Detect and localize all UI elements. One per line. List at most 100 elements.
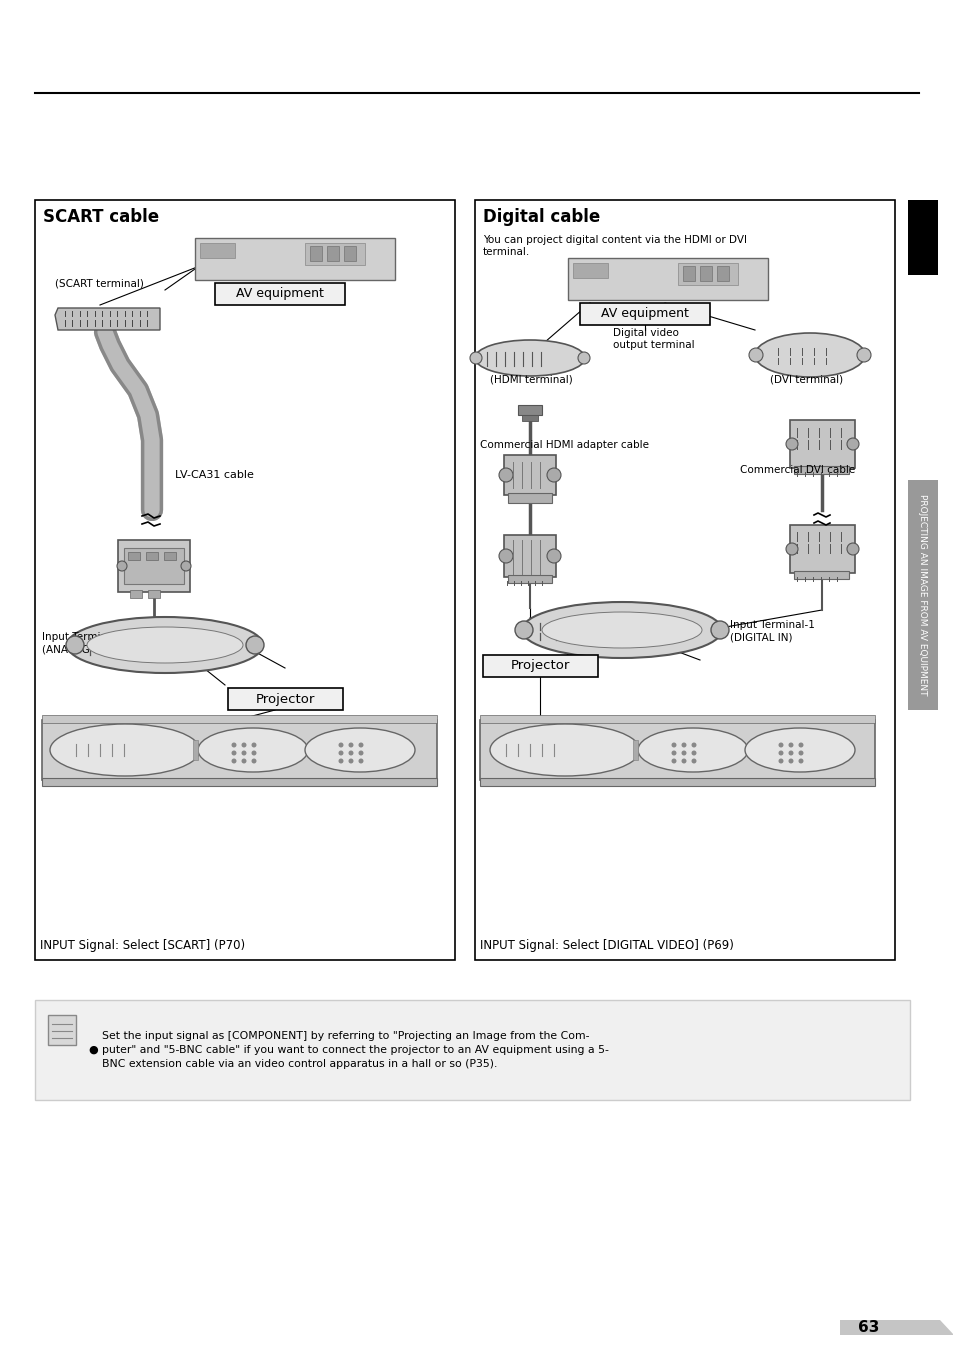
Circle shape bbox=[671, 750, 676, 756]
Ellipse shape bbox=[50, 725, 200, 776]
Bar bbox=[35, 1000, 909, 1101]
Text: PROJECTING AN IMAGE FROM AV EQUIPMENT: PROJECTING AN IMAGE FROM AV EQUIPMENT bbox=[918, 495, 926, 696]
Text: Projector: Projector bbox=[255, 692, 314, 706]
Text: 63: 63 bbox=[857, 1321, 879, 1336]
Ellipse shape bbox=[744, 727, 854, 772]
Circle shape bbox=[671, 742, 676, 748]
Bar bbox=[148, 589, 160, 598]
Circle shape bbox=[252, 758, 256, 764]
Text: (SCART terminal): (SCART terminal) bbox=[55, 279, 144, 288]
Circle shape bbox=[846, 544, 858, 556]
Circle shape bbox=[546, 549, 560, 562]
Circle shape bbox=[252, 742, 256, 748]
Text: Digital cable: Digital cable bbox=[482, 208, 599, 226]
Circle shape bbox=[856, 347, 870, 362]
Bar bbox=[573, 264, 607, 279]
Bar bbox=[507, 575, 552, 583]
Ellipse shape bbox=[541, 612, 701, 648]
Circle shape bbox=[515, 621, 533, 639]
Text: Projector: Projector bbox=[510, 660, 569, 672]
Text: INPUT Signal: Select [DIGITAL VIDEO] (P69): INPUT Signal: Select [DIGITAL VIDEO] (P6… bbox=[479, 940, 733, 952]
Text: LV-CA31 cable: LV-CA31 cable bbox=[174, 470, 253, 480]
Circle shape bbox=[498, 549, 513, 562]
Text: Input Terminal-1
(DIGITAL IN): Input Terminal-1 (DIGITAL IN) bbox=[729, 621, 814, 642]
Circle shape bbox=[348, 750, 354, 756]
Circle shape bbox=[241, 742, 246, 748]
Bar bbox=[42, 715, 436, 723]
Circle shape bbox=[338, 758, 343, 764]
Bar bbox=[475, 200, 894, 960]
Circle shape bbox=[498, 468, 513, 483]
Bar bbox=[118, 539, 190, 592]
Bar bbox=[214, 283, 345, 306]
Text: Commercial DVI cable: Commercial DVI cable bbox=[740, 465, 854, 475]
Bar bbox=[479, 777, 874, 786]
Text: You can project digital content via the HDMI or DVI
terminal.: You can project digital content via the … bbox=[482, 235, 746, 257]
Circle shape bbox=[338, 742, 343, 748]
Polygon shape bbox=[840, 1320, 953, 1334]
Bar bbox=[579, 303, 709, 324]
Bar bbox=[717, 266, 728, 281]
Bar bbox=[479, 715, 874, 723]
Circle shape bbox=[710, 621, 728, 639]
Bar bbox=[678, 264, 738, 285]
Bar bbox=[789, 525, 854, 573]
Bar bbox=[146, 552, 158, 560]
Bar bbox=[633, 740, 638, 760]
Bar bbox=[521, 415, 537, 420]
Ellipse shape bbox=[305, 727, 415, 772]
Bar bbox=[503, 456, 556, 495]
Bar bbox=[344, 246, 355, 261]
Circle shape bbox=[798, 742, 802, 748]
Circle shape bbox=[252, 750, 256, 756]
Bar bbox=[482, 654, 598, 677]
Bar bbox=[35, 200, 455, 960]
Ellipse shape bbox=[638, 727, 747, 772]
Circle shape bbox=[117, 561, 127, 571]
Text: AV equipment: AV equipment bbox=[235, 288, 324, 300]
Bar bbox=[128, 552, 140, 560]
Circle shape bbox=[788, 758, 793, 764]
Circle shape bbox=[181, 561, 191, 571]
Circle shape bbox=[778, 758, 782, 764]
Text: INPUT Signal: Select [SCART] (P70): INPUT Signal: Select [SCART] (P70) bbox=[40, 940, 245, 952]
Circle shape bbox=[358, 758, 363, 764]
Bar bbox=[48, 1015, 76, 1045]
Bar bbox=[682, 266, 695, 281]
Bar bbox=[200, 243, 234, 258]
Text: (HDMI terminal): (HDMI terminal) bbox=[490, 375, 572, 385]
Circle shape bbox=[348, 758, 354, 764]
Bar bbox=[228, 688, 343, 710]
Bar bbox=[42, 777, 436, 786]
Circle shape bbox=[470, 352, 481, 364]
Ellipse shape bbox=[754, 333, 864, 377]
Bar bbox=[789, 420, 854, 468]
Bar bbox=[310, 246, 322, 261]
Ellipse shape bbox=[521, 602, 721, 658]
Bar bbox=[193, 740, 198, 760]
Circle shape bbox=[246, 635, 264, 654]
Circle shape bbox=[788, 742, 793, 748]
Circle shape bbox=[578, 352, 589, 364]
Circle shape bbox=[348, 742, 354, 748]
Ellipse shape bbox=[87, 627, 243, 662]
Bar bbox=[164, 552, 175, 560]
Ellipse shape bbox=[67, 617, 263, 673]
Text: Digital video
output terminal: Digital video output terminal bbox=[613, 329, 694, 350]
Circle shape bbox=[546, 468, 560, 483]
Circle shape bbox=[680, 742, 686, 748]
Ellipse shape bbox=[490, 725, 639, 776]
Text: Set the input signal as [COMPONENT] by referring to "Projecting an Image from th: Set the input signal as [COMPONENT] by r… bbox=[102, 1030, 608, 1069]
Bar bbox=[130, 589, 142, 598]
Circle shape bbox=[691, 750, 696, 756]
Circle shape bbox=[691, 758, 696, 764]
Bar bbox=[899, 200, 937, 960]
Bar bbox=[793, 571, 848, 579]
Circle shape bbox=[798, 750, 802, 756]
Circle shape bbox=[232, 742, 236, 748]
Ellipse shape bbox=[198, 727, 308, 772]
Circle shape bbox=[358, 750, 363, 756]
Bar bbox=[700, 266, 711, 281]
Bar bbox=[305, 243, 365, 265]
Circle shape bbox=[338, 750, 343, 756]
